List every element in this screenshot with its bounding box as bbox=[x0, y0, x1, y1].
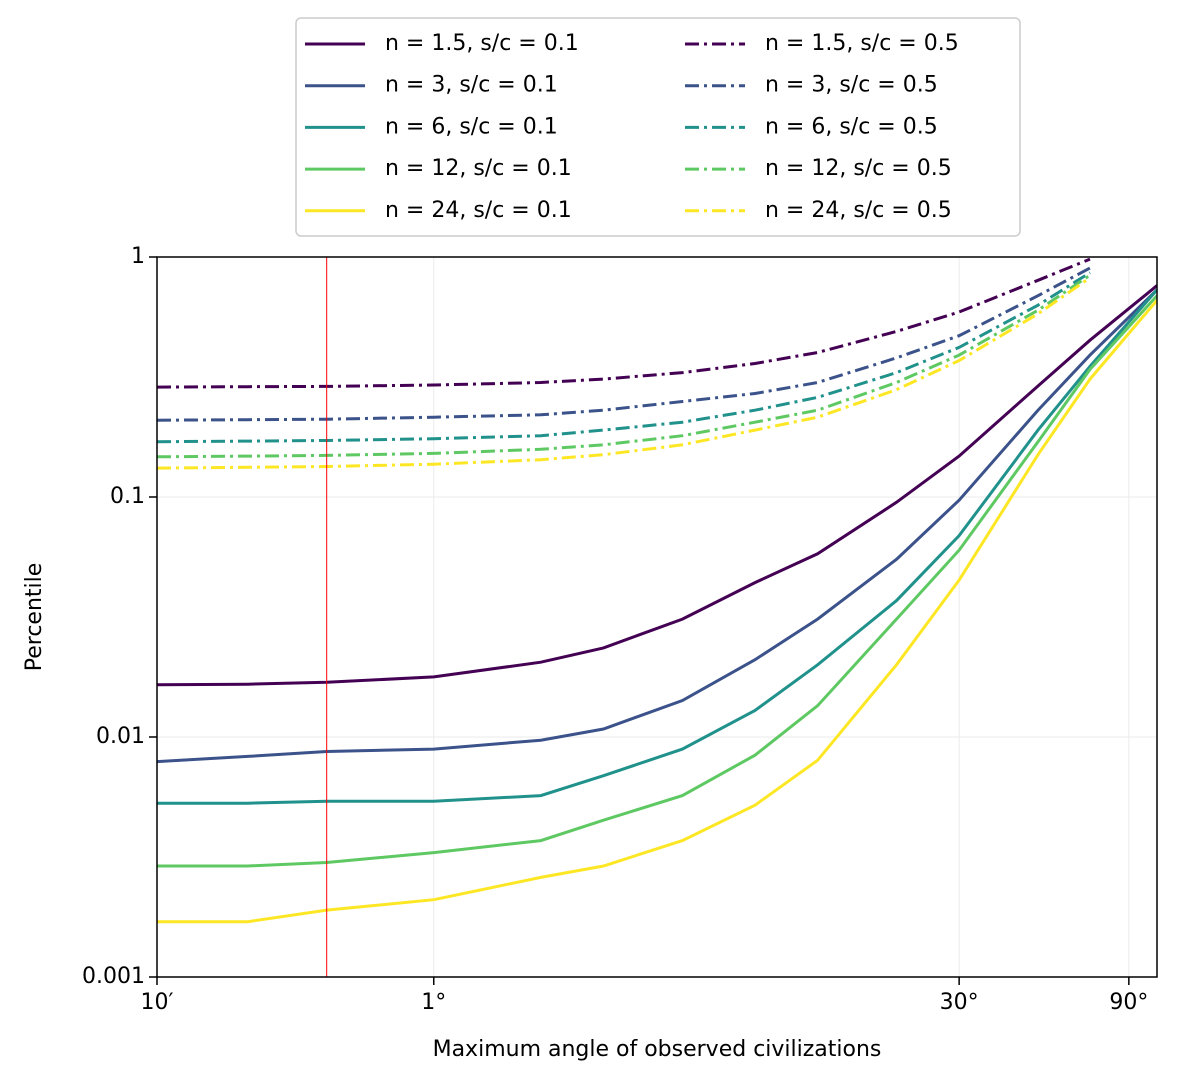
y-axis-label: Percentile bbox=[22, 563, 47, 672]
series-line bbox=[157, 299, 1157, 924]
x-tick-label: 30° bbox=[940, 990, 979, 1015]
y-tick-label: 1 bbox=[131, 244, 145, 269]
x-tick-label: 90° bbox=[1109, 990, 1148, 1015]
y-tick-label: 0.01 bbox=[96, 724, 145, 749]
axes-frame bbox=[156, 256, 1158, 978]
series-line bbox=[157, 288, 1157, 805]
legend-label: n = 3, s/c = 0.1 bbox=[385, 73, 558, 98]
series-line bbox=[157, 288, 1157, 764]
legend-label: n = 1.5, s/c = 0.5 bbox=[765, 31, 959, 56]
x-axis-label: Maximum angle of observed civilizations bbox=[433, 1037, 882, 1062]
series-line bbox=[157, 294, 1157, 868]
ticks: 10′ 1° 30° 90° 0.001 0.01 0.1 1 bbox=[82, 244, 1148, 1015]
x-tick-label: 1° bbox=[421, 990, 446, 1015]
y-tick-label: 0.1 bbox=[110, 484, 145, 509]
plot-area bbox=[157, 257, 1157, 977]
legend-label: n = 24, s/c = 0.1 bbox=[385, 198, 572, 223]
x-tick-label: 10′ bbox=[141, 990, 174, 1015]
legend: n = 1.5, s/c = 0.1 n = 3, s/c = 0.1 n = 6,… bbox=[305, 31, 959, 223]
legend-label: n = 12, s/c = 0.1 bbox=[385, 156, 572, 181]
legend-label: n = 3, s/c = 0.5 bbox=[765, 73, 938, 98]
y-tick-label: 0.001 bbox=[82, 964, 145, 989]
legend-label: n = 1.5, s/c = 0.1 bbox=[385, 31, 579, 56]
series-line bbox=[157, 284, 1157, 687]
legend-label: n = 6, s/c = 0.1 bbox=[385, 114, 558, 139]
legend-box bbox=[295, 17, 1021, 237]
legend-label: n = 12, s/c = 0.5 bbox=[765, 156, 952, 181]
legend-label: n = 6, s/c = 0.5 bbox=[765, 114, 938, 139]
legend-label: n = 24, s/c = 0.5 bbox=[765, 198, 952, 223]
